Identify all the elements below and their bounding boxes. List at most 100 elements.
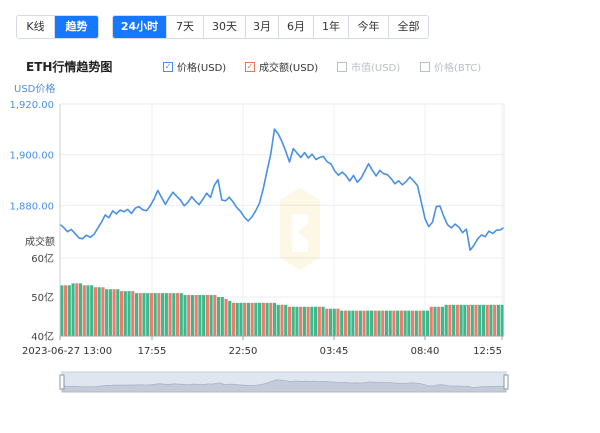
- volume-bar: [336, 308, 340, 336]
- volume-bar: [399, 310, 403, 336]
- volume-bar: [340, 310, 344, 336]
- volume-bar: [314, 306, 318, 336]
- volume-bar: [325, 308, 329, 336]
- volume-bar: [272, 302, 277, 336]
- volume-bar: [463, 304, 467, 336]
- chart-title: ETH行情趋势图: [26, 60, 113, 74]
- volume-bar: [351, 310, 355, 336]
- range-tab-4[interactable]: 6月: [279, 16, 314, 38]
- volume-bar: [205, 295, 209, 336]
- volume-bar: [127, 291, 131, 336]
- volume-bar: [78, 283, 83, 336]
- x-tick-label: 17:55: [138, 346, 167, 357]
- volume-bar: [414, 310, 418, 336]
- volume-bar: [131, 291, 135, 336]
- volume-bar: [149, 293, 153, 336]
- range-tab-2[interactable]: 30天: [204, 16, 246, 38]
- volume-bar: [138, 293, 142, 336]
- volume-bar: [295, 306, 299, 336]
- volume-bar: [291, 306, 295, 336]
- volume-bar: [433, 306, 437, 336]
- legend-item-0[interactable]: ✓ 价格(USD): [163, 59, 226, 74]
- range-tab-5[interactable]: 1年: [314, 16, 349, 38]
- volume-bar: [194, 295, 198, 336]
- volume-bar: [452, 304, 456, 336]
- volume-bar: [112, 289, 116, 336]
- volume-bar: [250, 302, 254, 336]
- volume-bar: [284, 304, 288, 336]
- volume-bar: [396, 310, 400, 336]
- volume-bar: [384, 310, 389, 336]
- range-tab-0[interactable]: 24小时: [113, 16, 167, 38]
- x-tick-label: 08:40: [411, 346, 440, 357]
- legend-item-1[interactable]: ✓ 成交额(USD): [245, 59, 318, 74]
- volume-bar: [164, 293, 168, 336]
- volume-bar: [119, 291, 124, 336]
- volume-bar: [466, 304, 471, 336]
- volume-bar: [134, 293, 139, 336]
- volume-bar: [220, 297, 224, 336]
- volume-bar: [235, 302, 239, 336]
- volume-bar: [407, 310, 411, 336]
- volume-bars: [60, 283, 504, 336]
- range-tab-1[interactable]: 7天: [167, 16, 204, 38]
- volume-tick-label: 40亿: [31, 330, 54, 343]
- price-tick-label: 1,900.00: [9, 151, 54, 162]
- volume-bar: [280, 304, 284, 336]
- volume-bar: [231, 302, 236, 336]
- volume-bar: [493, 304, 497, 336]
- legend-checkbox-icon[interactable]: ✓: [163, 61, 173, 72]
- range-tab-3[interactable]: 3月: [246, 16, 279, 38]
- range-tab-6[interactable]: 今年: [349, 16, 389, 38]
- legend-item-3[interactable]: 价格(BTC): [420, 59, 481, 74]
- navigator-overview: [61, 379, 507, 393]
- volume-bar: [455, 304, 459, 336]
- range-navigator[interactable]: [59, 371, 509, 393]
- volume-bar: [258, 302, 262, 336]
- view-tab-1[interactable]: 趋势: [55, 16, 98, 38]
- volume-bar: [187, 295, 191, 336]
- volume-bar: [470, 304, 474, 336]
- volume-bar: [269, 302, 273, 336]
- x-tick-label: 2023-06-27 13:00: [22, 346, 112, 357]
- volume-bar: [105, 289, 109, 336]
- volume-bar: [306, 306, 310, 336]
- volume-bar: [485, 304, 489, 336]
- volume-bar: [388, 310, 392, 336]
- price-line-layer: [59, 128, 505, 251]
- volume-bar: [369, 310, 374, 336]
- volume-bar: [101, 287, 105, 336]
- volume-bar: [362, 310, 366, 336]
- legend-checkbox-icon[interactable]: [337, 61, 347, 72]
- range-tab-7[interactable]: 全部: [389, 16, 428, 38]
- legend-item-2[interactable]: 市值(USD): [337, 59, 400, 74]
- volume-bar: [90, 285, 94, 336]
- volume-bar: [116, 289, 120, 336]
- volume-bar: [343, 310, 347, 336]
- volume-bar: [302, 306, 306, 336]
- legend-checkbox-icon[interactable]: ✓: [245, 61, 255, 72]
- volume-bar: [172, 293, 176, 336]
- grid-lines: [59, 103, 504, 337]
- volume-bar: [93, 287, 98, 336]
- volume-bar: [317, 306, 321, 336]
- time-range-switch: 24小时 7天 30天 3月 6月 1年 今年 全部: [112, 15, 429, 39]
- volume-bar: [142, 293, 146, 336]
- volume-bar: [429, 306, 433, 336]
- navigator-track: [61, 371, 507, 393]
- volume-bar: [239, 302, 243, 336]
- x-tick-label: 22:50: [229, 346, 258, 357]
- volume-bar: [243, 302, 247, 336]
- view-tab-0[interactable]: K线: [17, 16, 55, 38]
- volume-bar: [377, 310, 381, 336]
- axes: 1,920.00 1,900.00 1,880.00 60亿 50亿 40亿 2023-06…: [9, 100, 505, 357]
- legend-label: 成交额(USD): [259, 63, 319, 74]
- volume-bar: [310, 306, 314, 336]
- volume-bar: [224, 298, 228, 336]
- volume-bar: [474, 304, 478, 336]
- volume-bar: [175, 293, 180, 336]
- volume-bar: [60, 285, 64, 336]
- volume-bar: [161, 293, 165, 336]
- legend-checkbox-icon[interactable]: [420, 61, 430, 72]
- volume-bar: [287, 306, 292, 336]
